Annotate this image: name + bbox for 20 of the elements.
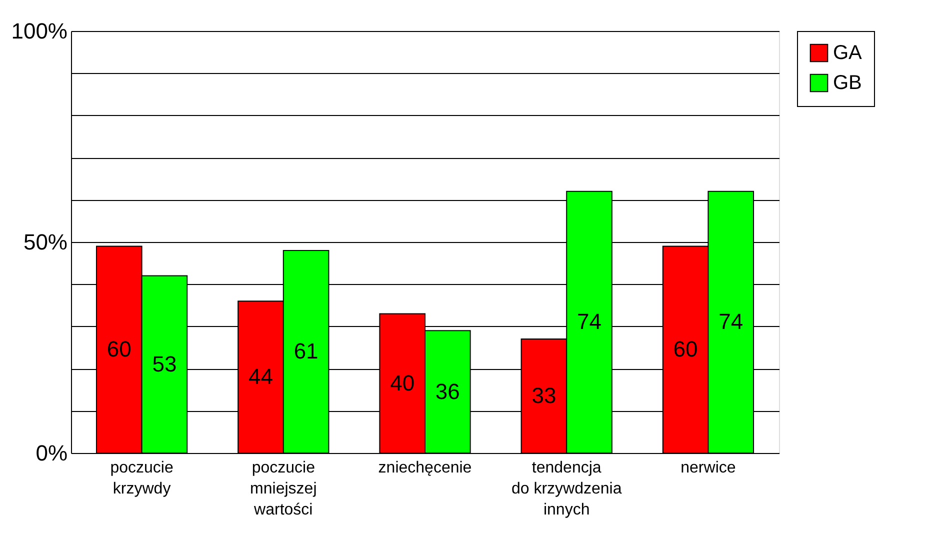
annotation: 33 (532, 383, 556, 408)
y-tick-label: 0% (36, 440, 68, 466)
annotation: 53 (152, 351, 177, 376)
annotation: 61 (294, 338, 318, 364)
x-tick-label: tendencja do krzywdzenia innych (511, 460, 622, 518)
x-tick-label: zniechęcenie (378, 460, 472, 476)
annotation: 60 (106, 336, 132, 362)
annotation: 36 (435, 378, 460, 404)
annotation: 40 (390, 370, 415, 396)
y-tick-label: 100% (11, 18, 68, 44)
annotation: 44 (248, 364, 273, 390)
x-tick-label: nerwice (680, 460, 736, 476)
x-tick-label: poczucie mniejszej wartości (250, 460, 317, 518)
annotation: 74 (718, 309, 744, 334)
annotation: 60 (673, 336, 698, 362)
legend-label: GB (833, 72, 862, 94)
annotation: 74 (577, 309, 602, 334)
x-tick-label: poczucie krzywdy (110, 460, 174, 498)
legend-label: GA (833, 42, 863, 64)
y-tick-label: 50% (23, 230, 68, 254)
